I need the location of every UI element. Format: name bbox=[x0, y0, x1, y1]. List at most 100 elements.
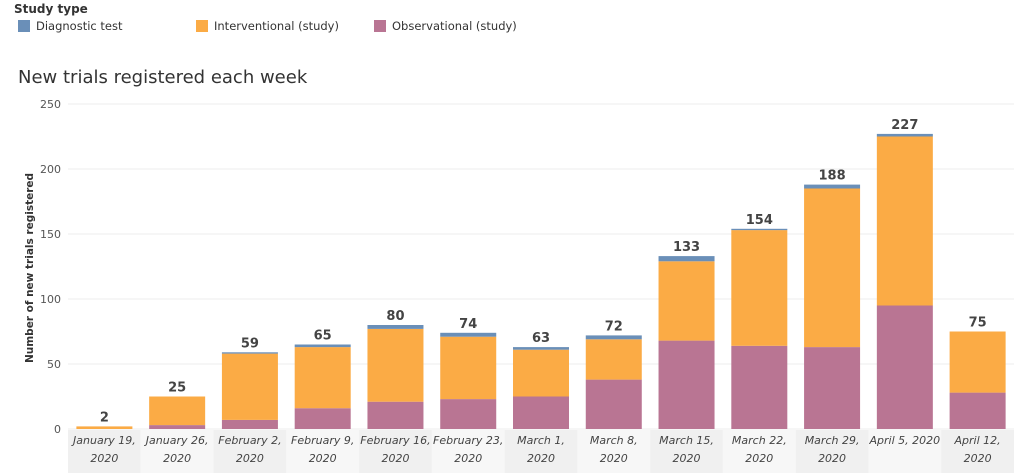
x-tick-label: 2020 bbox=[454, 452, 482, 465]
x-tick-label: 2020 bbox=[745, 452, 773, 465]
legend-item-interventional[interactable]: Interventional (study) bbox=[196, 19, 339, 33]
bar-segment[interactable] bbox=[294, 347, 351, 409]
y-axis-label: Number of new trials registered bbox=[24, 173, 36, 363]
bar-segment[interactable] bbox=[949, 331, 1006, 393]
x-axis-band bbox=[68, 430, 141, 473]
bar-segment[interactable] bbox=[731, 228, 788, 231]
bar-segment[interactable] bbox=[804, 347, 861, 429]
bar-total-label: 80 bbox=[386, 309, 404, 324]
bar-segment[interactable] bbox=[367, 401, 424, 429]
bar-segment[interactable] bbox=[658, 256, 715, 262]
x-tick-label: 2020 bbox=[964, 452, 992, 465]
legend-label-observational: Observational (study) bbox=[392, 19, 517, 33]
legend-label-diagnostic: Diagnostic test bbox=[36, 19, 123, 33]
bar-segment[interactable] bbox=[221, 419, 278, 429]
x-axis-band bbox=[359, 430, 432, 473]
legend-swatch-diagnostic bbox=[18, 20, 30, 32]
x-tick-label: February 2, bbox=[218, 434, 281, 447]
y-tick-label: 200 bbox=[40, 163, 61, 176]
y-tick-label: 100 bbox=[40, 293, 61, 306]
bar-segment[interactable] bbox=[731, 345, 788, 429]
x-axis-bands bbox=[68, 430, 1014, 473]
x-axis-band bbox=[286, 430, 360, 473]
legend-item-observational[interactable]: Observational (study) bbox=[374, 19, 517, 33]
x-tick-label: 2020 bbox=[90, 452, 118, 465]
bar-segment[interactable] bbox=[585, 339, 642, 380]
bar-segment[interactable] bbox=[876, 133, 933, 137]
bar-segment[interactable] bbox=[731, 230, 788, 346]
bar-segment[interactable] bbox=[367, 325, 424, 329]
bars bbox=[76, 133, 1006, 430]
x-axis-band bbox=[868, 430, 942, 473]
x-tick-label: April 5, 2020 bbox=[869, 434, 941, 447]
bar-segment[interactable] bbox=[658, 261, 715, 341]
bar-segment[interactable] bbox=[221, 352, 278, 354]
bar-segment[interactable] bbox=[367, 328, 424, 402]
x-tick-label: February 23, bbox=[433, 434, 503, 447]
x-axis-band bbox=[140, 430, 214, 473]
x-tick-label: 2020 bbox=[600, 452, 628, 465]
bar-segment[interactable] bbox=[76, 426, 133, 429]
bar-segment[interactable] bbox=[513, 349, 569, 397]
bar-total-label: 74 bbox=[459, 317, 477, 332]
bar-total-label: 72 bbox=[605, 319, 623, 334]
x-tick-label: 2020 bbox=[163, 452, 191, 465]
bar-segment[interactable] bbox=[440, 399, 497, 429]
bar-segment[interactable] bbox=[658, 340, 715, 429]
legend-item-diagnostic[interactable]: Diagnostic test bbox=[18, 19, 122, 33]
bar-segment[interactable] bbox=[294, 408, 351, 429]
x-tick-label: March 22, bbox=[732, 434, 787, 447]
x-axis-band bbox=[795, 430, 869, 473]
legend-label-interventional: Interventional (study) bbox=[214, 19, 339, 33]
x-axis-band bbox=[577, 430, 651, 473]
bar-segment[interactable] bbox=[149, 425, 206, 429]
x-tick-label: 2020 bbox=[527, 452, 555, 465]
x-axis-ticks: January 19, 2020 January 26, 2020 February 2… bbox=[71, 434, 1001, 465]
x-tick-label: February 9, bbox=[291, 434, 354, 447]
bar-total-label: 133 bbox=[673, 240, 700, 255]
bar-segment[interactable] bbox=[294, 344, 351, 348]
bar-segment[interactable] bbox=[585, 379, 642, 429]
y-tick-label: 150 bbox=[40, 228, 61, 241]
bar-total-label: 154 bbox=[746, 213, 773, 228]
x-tick-label: March 1, bbox=[517, 434, 565, 447]
bar-segment[interactable] bbox=[804, 188, 861, 348]
legend-swatch-observational bbox=[374, 20, 386, 32]
x-tick-label: March 29, bbox=[805, 434, 860, 447]
bar-segment[interactable] bbox=[221, 353, 278, 420]
legend-swatch-interventional bbox=[196, 20, 208, 32]
x-tick-label: 2020 bbox=[309, 452, 337, 465]
x-tick-label: January 26, bbox=[144, 434, 209, 447]
bar-total-label: 75 bbox=[969, 316, 987, 331]
bar-total-label: 188 bbox=[819, 169, 846, 184]
bar-segment[interactable] bbox=[876, 136, 933, 306]
bar-segment[interactable] bbox=[949, 392, 1006, 429]
bar-total-label: 2 bbox=[100, 410, 109, 425]
bar-segment[interactable] bbox=[149, 396, 206, 426]
x-axis-band bbox=[722, 430, 796, 473]
bar-total-label: 227 bbox=[891, 118, 918, 133]
x-axis-band bbox=[941, 430, 1014, 473]
bar-segment[interactable] bbox=[513, 396, 569, 430]
x-tick-label: 2020 bbox=[381, 452, 409, 465]
y-axis-ticks: 0 50 100 150 200 250 bbox=[40, 98, 61, 436]
bar-segment[interactable] bbox=[804, 184, 861, 189]
bar-segment[interactable] bbox=[513, 347, 569, 350]
y-tick-label: 0 bbox=[54, 423, 61, 436]
x-tick-label: 2020 bbox=[236, 452, 264, 465]
bar-segment[interactable] bbox=[440, 332, 497, 337]
x-tick-label: March 8, bbox=[590, 434, 638, 447]
bar-segment[interactable] bbox=[585, 335, 642, 340]
bar-segment[interactable] bbox=[876, 305, 933, 430]
x-axis-band bbox=[213, 430, 287, 473]
bar-total-label: 65 bbox=[314, 329, 332, 344]
bar-total-label: 25 bbox=[168, 381, 186, 396]
x-tick-label: 2020 bbox=[818, 452, 846, 465]
total-labels: 2 25 59 65 80 74 63 72 133 154 188 227 75 bbox=[100, 118, 987, 426]
x-axis-band bbox=[431, 430, 505, 473]
x-axis-band bbox=[504, 430, 578, 473]
x-tick-label: March 15, bbox=[659, 434, 714, 447]
bar-segment[interactable] bbox=[440, 336, 497, 400]
bar-total-label: 63 bbox=[532, 331, 550, 346]
